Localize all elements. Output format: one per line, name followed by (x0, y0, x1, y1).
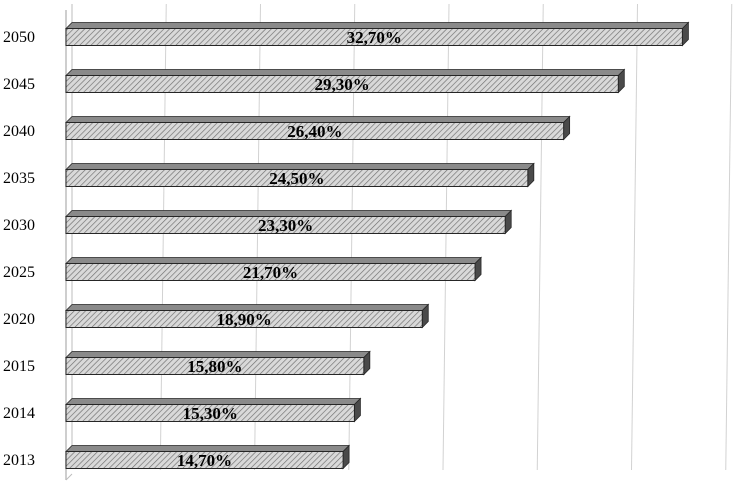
data-label: 15,80% (187, 357, 242, 376)
bar (65, 122, 565, 140)
category-label: 2030 (3, 217, 35, 234)
bar (65, 75, 619, 93)
data-labels: 32,70% 29,30% 26,40% 24,50% 23,30% 21,70% 18,9… (177, 28, 402, 470)
category-label: 2025 (3, 264, 35, 281)
bar (65, 404, 355, 422)
gridline (631, 3, 638, 471)
data-label: 21,70% (243, 263, 298, 282)
data-label: 23,30% (258, 216, 313, 235)
bar (65, 216, 506, 234)
category-label: 2013 (3, 452, 35, 469)
bar (65, 263, 476, 281)
category-label: 2020 (3, 311, 35, 328)
gridline (725, 3, 733, 471)
bars (65, 21, 690, 470)
data-label: 24,50% (269, 169, 324, 188)
data-label: 18,90% (217, 310, 272, 329)
data-label: 15,30% (183, 404, 238, 423)
data-label: 14,70% (177, 451, 232, 470)
data-label: 26,40% (287, 122, 342, 141)
category-label: 2050 (3, 29, 35, 46)
bar (65, 310, 423, 328)
axis-floor-edge (65, 473, 73, 481)
bar (65, 169, 529, 187)
category-label: 2014 (3, 405, 35, 422)
bar (65, 357, 365, 375)
data-label: 32,70% (347, 28, 402, 47)
category-label: 2035 (3, 170, 35, 187)
data-label: 29,30% (315, 75, 370, 94)
category-labels: 2050 2045 2040 2035 2030 2025 2020 2015 2014 2013 (3, 29, 35, 469)
category-label: 2045 (3, 76, 35, 93)
bar (65, 28, 683, 46)
bar (65, 451, 344, 469)
category-label: 2040 (3, 123, 35, 140)
category-label: 2015 (3, 358, 35, 375)
